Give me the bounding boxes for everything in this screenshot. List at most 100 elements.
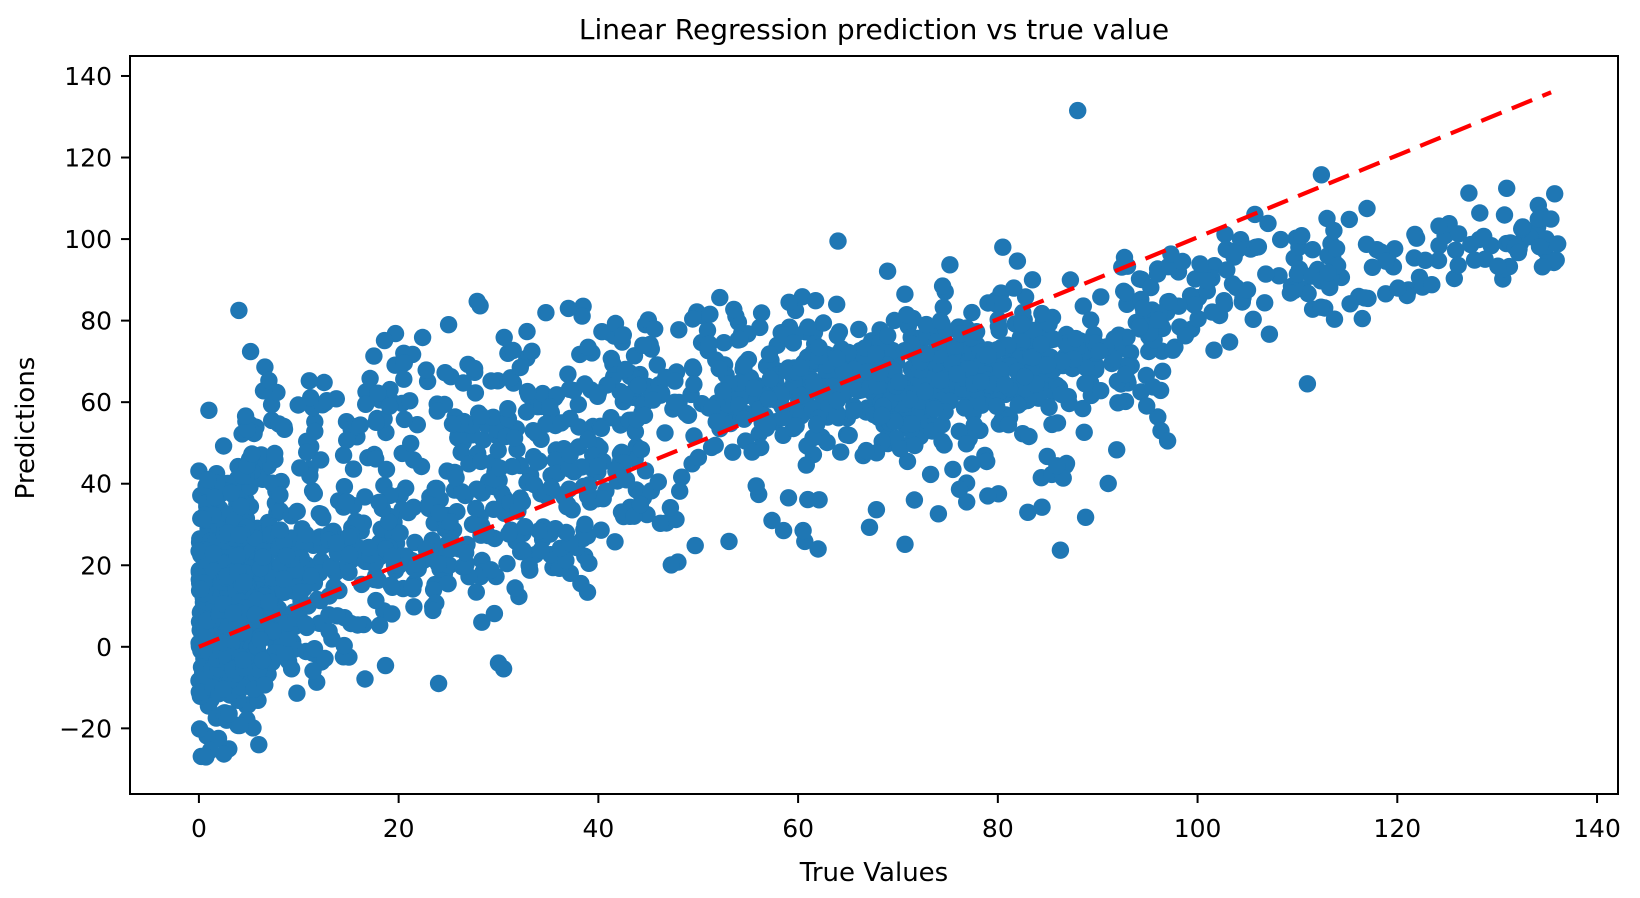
scatter-point bbox=[524, 422, 542, 440]
scatter-point bbox=[304, 662, 322, 680]
scatter-point bbox=[941, 256, 959, 274]
scatter-point bbox=[779, 489, 798, 507]
scatter-point bbox=[495, 328, 513, 347]
scatter-point bbox=[1009, 396, 1027, 414]
scatter-point bbox=[731, 330, 749, 349]
y-tick-label: 100 bbox=[64, 225, 112, 254]
scatter-point bbox=[955, 399, 974, 417]
scatter-point bbox=[1131, 318, 1149, 336]
scatter-point bbox=[917, 315, 935, 334]
scatter-point bbox=[1185, 296, 1204, 314]
scatter-point bbox=[315, 373, 333, 392]
scatter-point bbox=[1142, 278, 1160, 297]
scatter-point bbox=[896, 285, 914, 303]
scatter-point bbox=[413, 328, 432, 347]
scatter-point bbox=[804, 429, 822, 447]
scatter-point bbox=[720, 532, 738, 551]
x-tick-label: 140 bbox=[1573, 814, 1621, 843]
scatter-point bbox=[312, 505, 330, 523]
scatter-point bbox=[578, 583, 597, 601]
scatter-point bbox=[361, 369, 379, 388]
scatter-point bbox=[1293, 227, 1311, 245]
scatter-point bbox=[253, 651, 272, 670]
scatter-point bbox=[1090, 342, 1109, 360]
scatter-point bbox=[931, 312, 950, 330]
scatter-point bbox=[916, 345, 935, 363]
scatter-point bbox=[408, 555, 426, 573]
scatter-point bbox=[316, 649, 334, 668]
scatter-point bbox=[896, 535, 914, 553]
scatter-point bbox=[466, 384, 485, 402]
scatter-point bbox=[963, 455, 981, 473]
scatter-point bbox=[1173, 252, 1192, 271]
scatter-point bbox=[430, 504, 448, 522]
scatter-point bbox=[335, 478, 354, 496]
scatter-point bbox=[485, 500, 503, 518]
scatter-point bbox=[1303, 241, 1322, 259]
scatter-point bbox=[206, 488, 224, 506]
scatter-point bbox=[580, 554, 598, 572]
y-tick-label: 80 bbox=[80, 307, 112, 336]
scatter-point bbox=[760, 345, 779, 363]
scatter-point bbox=[906, 436, 924, 455]
scatter-point bbox=[306, 422, 324, 441]
scatter-point bbox=[238, 420, 257, 439]
scatter-point bbox=[1529, 210, 1548, 228]
scatter-point bbox=[1363, 258, 1382, 276]
scatter-point bbox=[898, 306, 916, 324]
scatter-point bbox=[1225, 244, 1243, 262]
scatter-point bbox=[634, 336, 652, 354]
scatter-point bbox=[328, 607, 346, 625]
scatter-point bbox=[700, 335, 718, 353]
scatter-point bbox=[463, 515, 482, 534]
scatter-point bbox=[873, 406, 891, 425]
scatter-point bbox=[1238, 281, 1257, 299]
scatter-point bbox=[818, 433, 836, 452]
scatter-point bbox=[382, 576, 400, 594]
scatter-point bbox=[296, 615, 315, 633]
scatter-point bbox=[1299, 284, 1317, 303]
scatter-point bbox=[579, 338, 597, 356]
scatter-point bbox=[199, 471, 217, 489]
scatter-point bbox=[537, 304, 555, 322]
scatter-point bbox=[1325, 221, 1343, 240]
scatter-point bbox=[685, 375, 703, 393]
scatter-point bbox=[291, 459, 309, 477]
scatter-point bbox=[337, 493, 355, 511]
scatter-point bbox=[489, 441, 507, 459]
scatter-point bbox=[254, 548, 272, 566]
scatter-point bbox=[513, 493, 532, 511]
scatter-point bbox=[1489, 257, 1507, 275]
scatter-point bbox=[589, 457, 607, 475]
scatter-point bbox=[1138, 397, 1156, 415]
scatter-point bbox=[935, 436, 953, 454]
scatter-point bbox=[383, 547, 401, 566]
scatter-point bbox=[868, 377, 887, 395]
y-tick-label: 140 bbox=[64, 62, 112, 91]
scatter-point bbox=[840, 426, 858, 445]
scatter-point bbox=[860, 518, 879, 536]
scatter-point bbox=[903, 415, 921, 433]
scatter-point bbox=[576, 375, 594, 393]
scatter-point bbox=[1321, 278, 1339, 297]
scatter-point bbox=[357, 395, 375, 413]
scatter-point bbox=[1008, 252, 1027, 270]
scatter-point bbox=[251, 631, 270, 649]
scatter-point bbox=[845, 402, 863, 420]
scatter-point bbox=[194, 510, 212, 528]
scatter-point bbox=[334, 446, 353, 464]
scatter-point bbox=[965, 416, 983, 434]
scatter-point bbox=[453, 483, 471, 501]
scatter-point bbox=[473, 613, 491, 631]
scatter-point bbox=[491, 459, 509, 477]
scatter-point bbox=[1051, 541, 1070, 559]
scatter-point bbox=[1075, 423, 1093, 441]
scatter-point bbox=[950, 480, 969, 498]
scatter-point bbox=[516, 518, 534, 536]
scatter-point bbox=[200, 401, 218, 419]
scatter-point bbox=[467, 499, 485, 518]
scatter-point bbox=[560, 460, 579, 478]
scatter-point bbox=[1048, 457, 1066, 475]
scatter-point bbox=[929, 505, 948, 523]
scatter-point bbox=[468, 480, 486, 498]
